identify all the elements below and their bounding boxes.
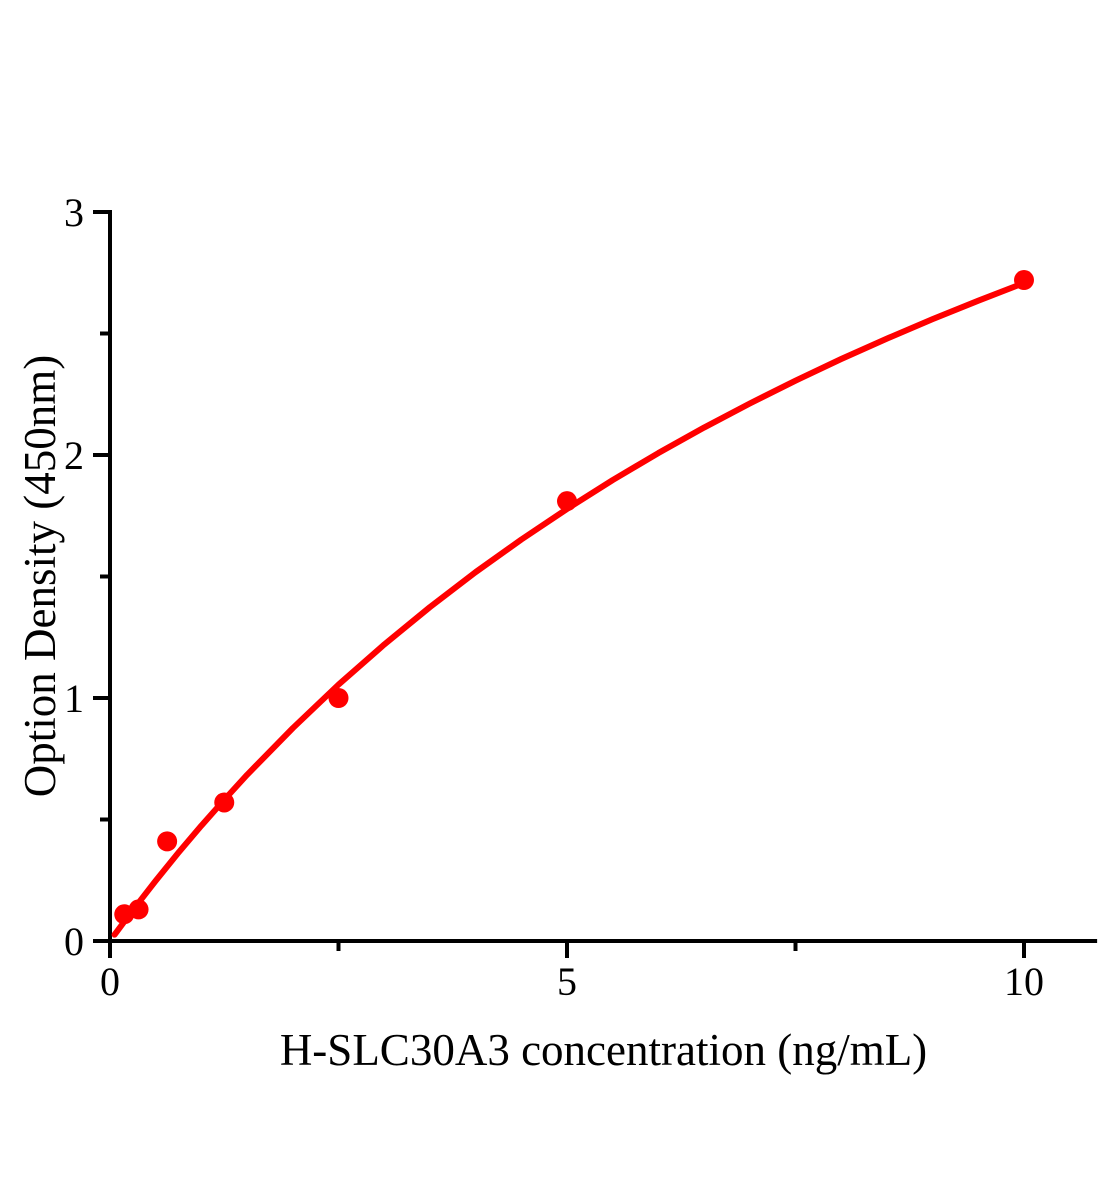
x-axis-title: H-SLC30A3 concentration (ng/mL) xyxy=(279,1025,928,1075)
x-tick-label: 10 xyxy=(1004,959,1044,1004)
y-tick-label: 2 xyxy=(64,433,84,478)
y-tick-label: 1 xyxy=(64,676,84,721)
y-tick-label: 0 xyxy=(64,919,84,964)
y-axis-title: Option Density (450nm) xyxy=(15,354,65,798)
x-tick-label: 0 xyxy=(100,959,120,1004)
fit-curve-line xyxy=(111,279,1027,938)
x-tick-label: 5 xyxy=(557,959,577,1004)
y-tick-label: 3 xyxy=(64,190,84,235)
data-point xyxy=(157,831,178,852)
